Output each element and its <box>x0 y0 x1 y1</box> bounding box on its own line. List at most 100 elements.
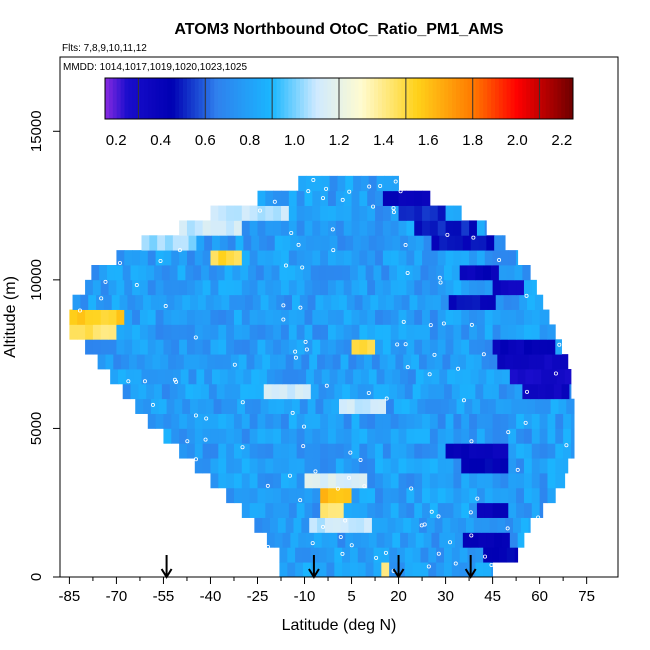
heatmap-cell <box>135 398 144 414</box>
heatmap-cell <box>414 413 423 429</box>
heatmap-cell <box>381 547 390 563</box>
colorbar-tick-label: 2.0 <box>507 132 528 149</box>
colorbar-swatch <box>144 78 149 119</box>
heatmap-cell <box>406 190 415 206</box>
heatmap-cell <box>390 458 399 474</box>
colorbar-swatch <box>530 78 535 119</box>
sample-point <box>163 304 168 309</box>
colorbar-swatch <box>175 78 180 119</box>
heatmap-cell <box>342 383 351 400</box>
sample-point <box>469 439 474 444</box>
heatmap-cell <box>257 339 266 355</box>
heatmap-cell <box>298 175 307 192</box>
heatmap-cell <box>282 235 291 251</box>
sample-point <box>453 561 458 566</box>
heatmap-cell <box>437 250 446 266</box>
heatmap-cell <box>429 473 439 489</box>
heatmap-cell <box>77 324 86 340</box>
sample-point <box>391 206 396 211</box>
heatmap-cell <box>274 369 283 385</box>
heatmap-cell <box>260 294 269 310</box>
heatmap-cell <box>349 265 359 281</box>
heatmap-cell <box>437 339 446 355</box>
heatmap-cell <box>475 547 484 563</box>
heatmap-cell <box>398 487 407 504</box>
heatmap-cell <box>437 473 446 489</box>
sample-point <box>177 248 182 253</box>
heatmap-cell <box>218 220 227 236</box>
heatmap-cell <box>335 250 345 266</box>
heatmap-cell <box>423 532 432 548</box>
heatmap-cell <box>293 517 302 533</box>
heatmap-cell <box>337 175 346 192</box>
colorbar-swatch <box>436 78 441 119</box>
heatmap-cell <box>469 324 478 340</box>
heatmap-cell <box>445 413 454 429</box>
heatmap-cell <box>483 562 492 577</box>
sample-point <box>126 379 131 384</box>
heatmap-cell <box>302 547 312 563</box>
heatmap-cell <box>375 487 384 504</box>
heatmap-cell <box>398 443 407 459</box>
heatmap-cell <box>414 205 423 221</box>
heatmap-cell <box>508 458 517 474</box>
heatmap-cell <box>382 428 392 444</box>
heatmap-cell <box>492 324 501 340</box>
heatmap-cell <box>233 428 243 444</box>
heatmap-cell <box>233 443 243 459</box>
heatmap-cell <box>92 279 102 296</box>
heatmap-cell <box>367 324 376 340</box>
sample-point <box>257 208 262 213</box>
heatmap-cell <box>268 294 277 310</box>
heatmap-cell <box>273 428 282 444</box>
heatmap-cell <box>288 339 298 355</box>
sample-point <box>441 321 446 326</box>
heatmap-cell <box>226 324 235 340</box>
heatmap-cell <box>69 324 78 340</box>
heatmap-cell <box>243 235 252 251</box>
heatmap-cell <box>332 517 341 533</box>
heatmap-cell <box>179 309 188 325</box>
heatmap-cell <box>326 562 335 577</box>
heatmap-cell <box>480 294 489 310</box>
heatmap-cell <box>233 220 243 236</box>
heatmap-cell <box>367 220 376 236</box>
heatmap-cell <box>219 369 229 385</box>
heatmap-cell <box>310 383 320 400</box>
heatmap-cell <box>523 502 533 518</box>
heatmap-cell <box>406 309 415 325</box>
heatmap-cell <box>382 190 392 206</box>
colorbar-swatch <box>420 78 426 119</box>
heatmap-cell <box>312 458 321 474</box>
heatmap-cell <box>373 383 382 400</box>
heatmap-cell <box>422 458 431 474</box>
heatmap-cell <box>257 473 266 489</box>
heatmap-cell <box>252 294 262 310</box>
sample-point <box>240 445 245 450</box>
heatmap-cell <box>218 473 227 489</box>
heatmap-cell <box>215 354 224 370</box>
heatmap-cell <box>328 473 337 489</box>
heatmap-cell <box>288 487 298 504</box>
heatmap-cell <box>299 294 309 310</box>
heatmap-cell <box>498 383 508 400</box>
sample-point <box>436 514 441 519</box>
heatmap-cell <box>233 309 243 325</box>
heatmap-cell <box>147 413 157 429</box>
heatmap-cell <box>469 220 478 236</box>
heatmap-cell <box>143 398 152 414</box>
heatmap-cell <box>396 562 406 577</box>
heatmap-cell <box>429 502 439 518</box>
heatmap-cell <box>461 250 470 266</box>
heatmap-cell <box>281 190 290 206</box>
heatmap-cell <box>163 250 172 266</box>
heatmap-cell <box>500 339 509 355</box>
heatmap-cell <box>381 265 390 281</box>
heatmap-cell <box>273 279 282 296</box>
heatmap-cell <box>445 428 454 444</box>
heatmap-cell <box>422 324 431 340</box>
heatmap-cell <box>462 369 472 385</box>
heatmap-cell <box>360 369 370 385</box>
colorbar-swatch <box>417 78 422 119</box>
heatmap-cell <box>516 250 519 266</box>
